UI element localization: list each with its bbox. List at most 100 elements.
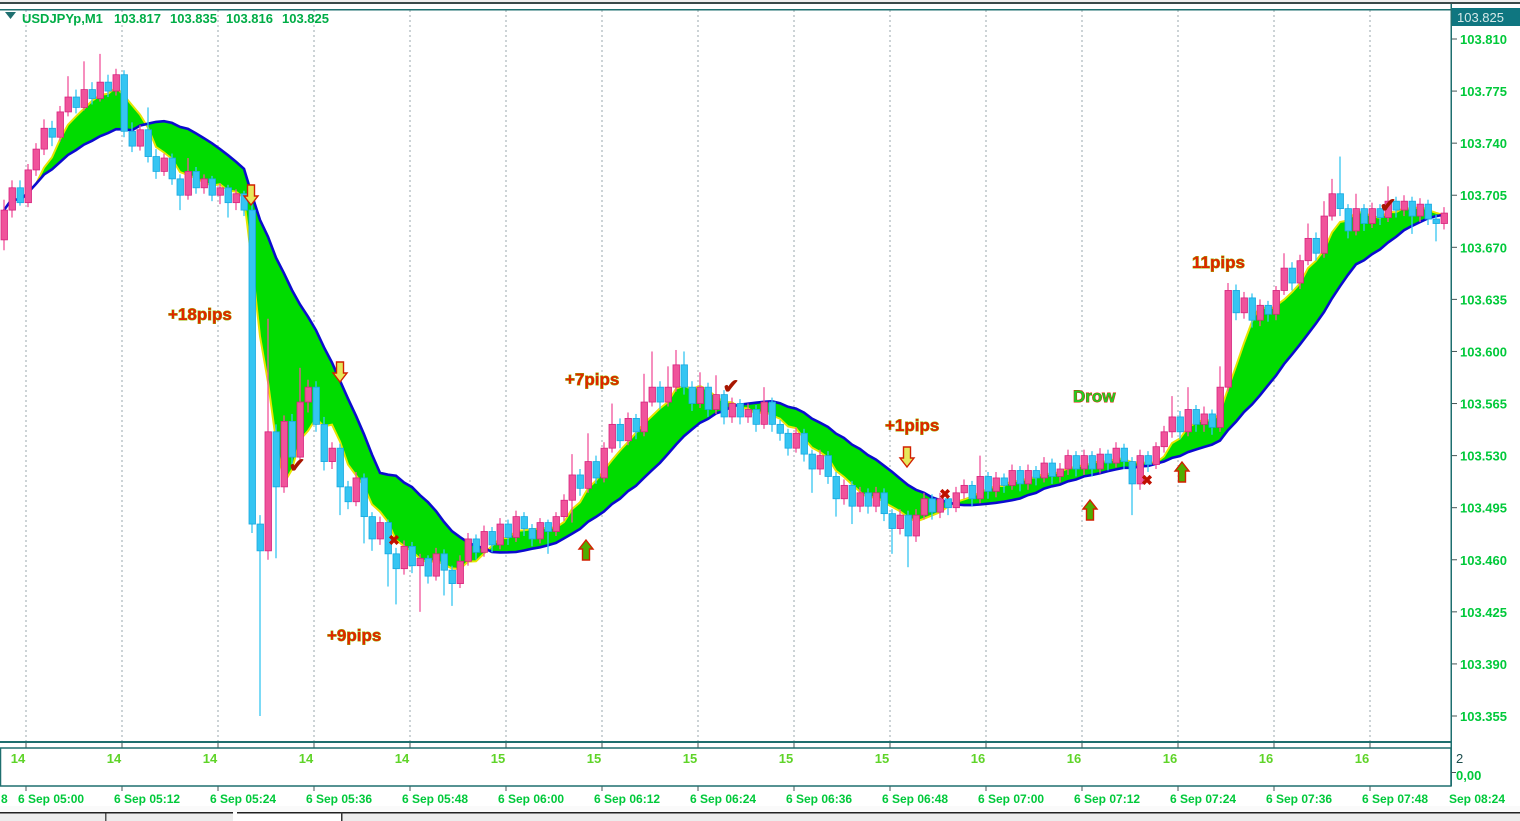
candle-body — [968, 484, 976, 500]
price-axis-label[interactable]: 103.775 — [1460, 84, 1507, 99]
candle-body — [552, 516, 560, 532]
sell-arrow-icon[interactable] — [898, 446, 916, 469]
price-axis-label[interactable]: 103.635 — [1460, 292, 1507, 307]
time-axis-label[interactable]: 8 — [1, 792, 8, 806]
time-axis-label[interactable]: 6 Sep 07:00 — [978, 792, 1044, 806]
candle-body — [1192, 409, 1200, 425]
symbol-dropdown-icon[interactable] — [5, 12, 16, 19]
candle-body — [1376, 208, 1384, 218]
price-axis-label[interactable]: 103.495 — [1460, 501, 1507, 516]
candle-body — [664, 386, 672, 403]
price-axis-label[interactable]: 103.565 — [1460, 397, 1507, 412]
candle-body — [640, 401, 648, 433]
subwindow-value: 15 — [779, 751, 793, 766]
status-panel — [237, 813, 341, 821]
time-axis-label[interactable]: 6 Sep 07:24 — [1170, 792, 1236, 806]
time-axis-label[interactable]: 6 Sep 06:24 — [690, 792, 756, 806]
candle-body — [648, 386, 656, 403]
time-axis-label[interactable]: 6 Sep 05:00 — [18, 792, 84, 806]
price-axis-label[interactable]: 103.355 — [1460, 709, 1507, 724]
buy-arrow-icon[interactable] — [1173, 460, 1191, 483]
annotation-text[interactable]: +9pips — [327, 626, 382, 646]
axes-layer[interactable]: 6 Sep 05:00 14 6 Sep 05:12 14 6 Sep 05:24 14 6… — [1, 32, 1507, 806]
candle-body — [504, 523, 512, 538]
quote-high: 103.835 — [170, 11, 217, 26]
time-axis-label[interactable]: 6 Sep 06:36 — [786, 792, 852, 806]
time-axis-label[interactable]: Sep 08:24 — [1449, 792, 1505, 806]
candle-body — [744, 409, 752, 418]
candle-body — [96, 81, 104, 99]
x-mark[interactable]: ✖ — [388, 532, 400, 548]
candle-body — [1400, 200, 1408, 211]
annotation-text[interactable]: 11pips — [1192, 253, 1246, 273]
candles-layer — [0, 53, 1448, 716]
status-panel-gap — [233, 812, 237, 821]
candle-body — [624, 418, 632, 442]
price-axis-label[interactable]: 103.530 — [1460, 449, 1507, 464]
buy-arrow-icon[interactable] — [1081, 498, 1099, 521]
sell-arrow-icon[interactable] — [242, 184, 260, 207]
candle-body — [0, 209, 8, 241]
price-axis-label[interactable]: 103.390 — [1460, 657, 1507, 672]
price-axis-label[interactable]: 103.810 — [1460, 32, 1507, 47]
time-axis-label[interactable]: 6 Sep 07:36 — [1266, 792, 1332, 806]
candle-body — [856, 492, 864, 507]
time-axis-label[interactable]: 6 Sep 05:48 — [402, 792, 468, 806]
candle-body — [1056, 468, 1064, 477]
price-axis-label[interactable]: 103.460 — [1460, 553, 1507, 568]
x-mark[interactable]: ✖ — [1141, 472, 1153, 488]
time-axis-label[interactable]: 6 Sep 06:00 — [498, 792, 564, 806]
check-mark[interactable]: ✔ — [723, 376, 740, 398]
candle-body — [768, 401, 776, 425]
candle-body — [912, 514, 920, 537]
time-axis-label[interactable]: 6 Sep 06:12 — [594, 792, 660, 806]
candle-body — [216, 187, 224, 196]
sell-arrow-icon[interactable] — [331, 361, 349, 384]
time-axis-label[interactable]: 6 Sep 05:24 — [210, 792, 276, 806]
candle-body — [120, 74, 128, 132]
price-axis-label[interactable]: 103.670 — [1460, 240, 1507, 255]
annotation-text[interactable]: +1pips — [885, 416, 940, 436]
candle-body — [1408, 200, 1416, 217]
price-axis-label[interactable]: 103.600 — [1460, 344, 1507, 359]
candle-body — [1248, 297, 1256, 321]
price-axis-label[interactable]: 103.740 — [1460, 136, 1507, 151]
subwindow-value: 15 — [683, 751, 697, 766]
buy-arrow-icon[interactable] — [577, 538, 595, 561]
trade-markers-layer[interactable]: +18pips +9pips +7pips +1pips Drow 11pips ✔ ✔ ✔ ✖ ✖… — [168, 184, 1397, 646]
candle-body — [752, 409, 760, 425]
candle-body — [456, 560, 464, 584]
gridlines-layer — [25, 10, 1371, 741]
price-axis-label[interactable]: 103.705 — [1460, 188, 1507, 203]
candle-body — [704, 386, 712, 410]
candle-body — [496, 523, 504, 546]
candle-body — [1032, 470, 1040, 479]
time-axis-label[interactable]: 6 Sep 07:48 — [1362, 792, 1428, 806]
time-axis-label[interactable]: 6 Sep 05:12 — [114, 792, 180, 806]
status-bar — [0, 806, 1520, 821]
time-axis-label[interactable]: 6 Sep 05:36 — [306, 792, 372, 806]
candle-body — [360, 477, 368, 518]
annotation-text[interactable]: +18pips — [168, 305, 233, 325]
candle-body — [880, 492, 888, 515]
x-mark[interactable]: ✖ — [939, 486, 951, 502]
time-axis-label[interactable]: 6 Sep 07:12 — [1074, 792, 1140, 806]
annotation-text[interactable]: Drow — [1073, 387, 1117, 407]
candle-body — [328, 447, 336, 462]
time-axis-label[interactable]: 6 Sep 06:48 — [882, 792, 948, 806]
candle-body — [1200, 413, 1208, 425]
quote-open: 103.817 — [114, 11, 161, 26]
candle-body — [112, 74, 120, 92]
subwindow-frame[interactable] — [0, 747, 1452, 787]
window-top-highlight — [0, 0, 1520, 2]
price-axis-label[interactable]: 103.425 — [1460, 605, 1507, 620]
candle-body — [896, 514, 904, 529]
check-mark[interactable]: ✔ — [1380, 195, 1397, 217]
annotation-text[interactable]: +7pips — [565, 370, 620, 390]
check-mark[interactable]: ✔ — [289, 455, 306, 477]
candle-body — [296, 401, 304, 458]
candle-body — [904, 514, 912, 537]
candle-body — [936, 498, 944, 513]
price-axis-border[interactable] — [1450, 4, 1453, 786]
